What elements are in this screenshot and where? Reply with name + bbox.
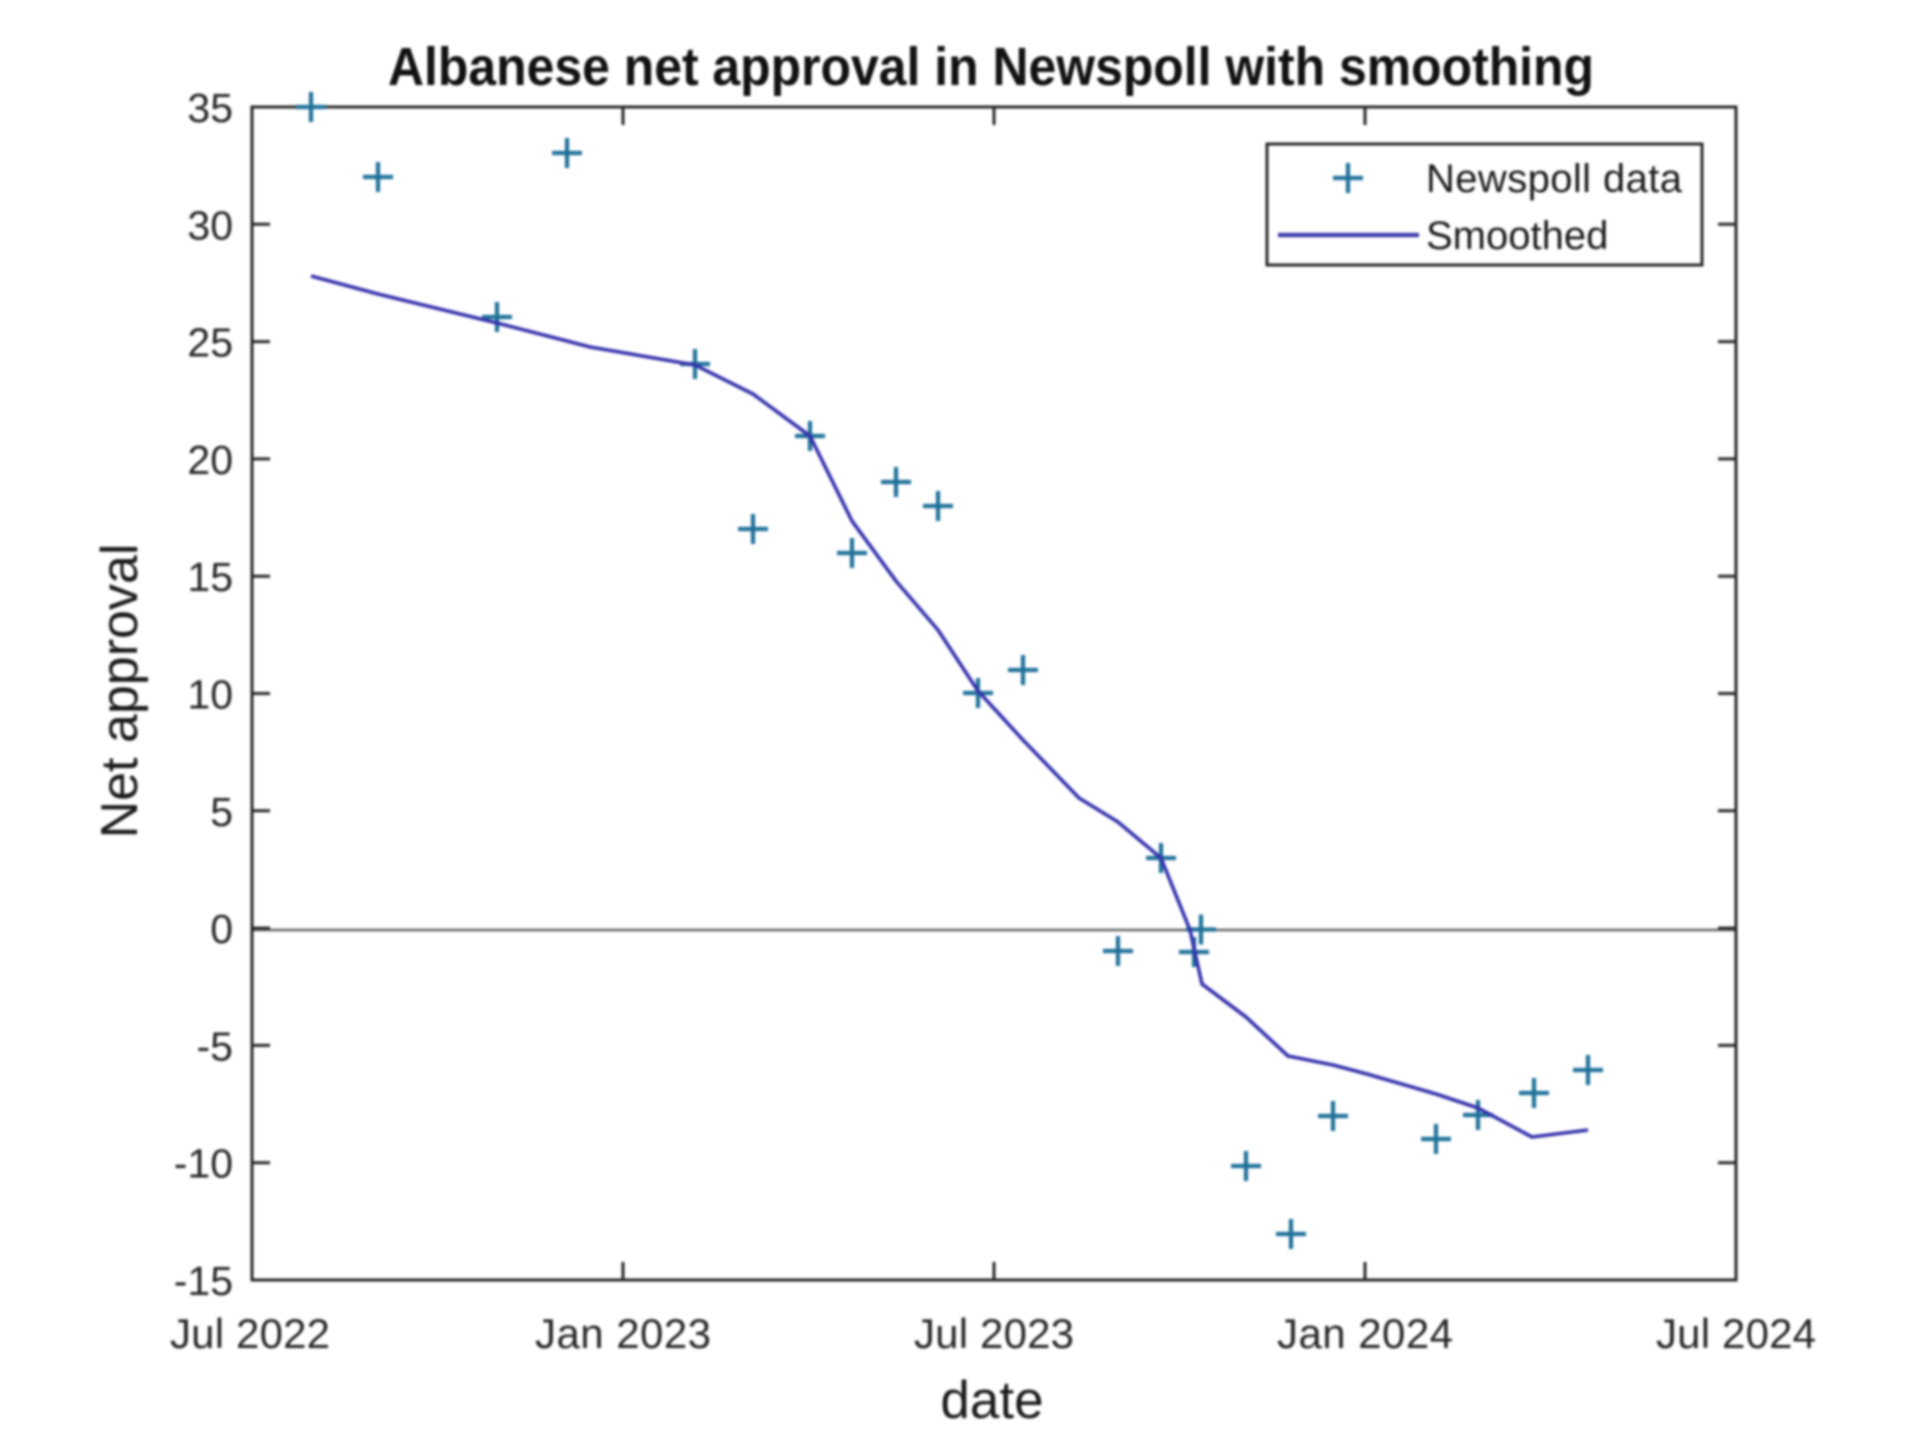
svg-text:5: 5 — [210, 789, 233, 835]
svg-text:25: 25 — [187, 320, 233, 366]
svg-text:-15: -15 — [174, 1258, 233, 1304]
svg-text:Jul 2024: Jul 2024 — [1656, 1310, 1816, 1357]
svg-text:20: 20 — [187, 437, 233, 483]
svg-text:30: 30 — [187, 202, 233, 248]
svg-text:Albanese net approval in Newsp: Albanese net approval in Newspoll with s… — [388, 37, 1594, 97]
svg-text:Jul 2022: Jul 2022 — [170, 1310, 330, 1357]
svg-text:Newspoll data: Newspoll data — [1426, 157, 1683, 201]
svg-text:-5: -5 — [197, 1023, 233, 1069]
svg-text:15: 15 — [187, 554, 233, 600]
svg-text:35: 35 — [187, 85, 233, 131]
svg-text:date: date — [940, 1371, 1043, 1430]
svg-text:10: 10 — [187, 672, 233, 718]
svg-text:Net approval: Net approval — [91, 544, 149, 839]
svg-text:0: 0 — [210, 906, 233, 952]
svg-text:Jan 2023: Jan 2023 — [535, 1310, 711, 1357]
svg-text:Jul 2023: Jul 2023 — [914, 1310, 1074, 1357]
svg-text:Smoothed: Smoothed — [1426, 214, 1608, 258]
svg-text:-10: -10 — [174, 1141, 233, 1187]
svg-text:Jan 2024: Jan 2024 — [1277, 1310, 1453, 1357]
